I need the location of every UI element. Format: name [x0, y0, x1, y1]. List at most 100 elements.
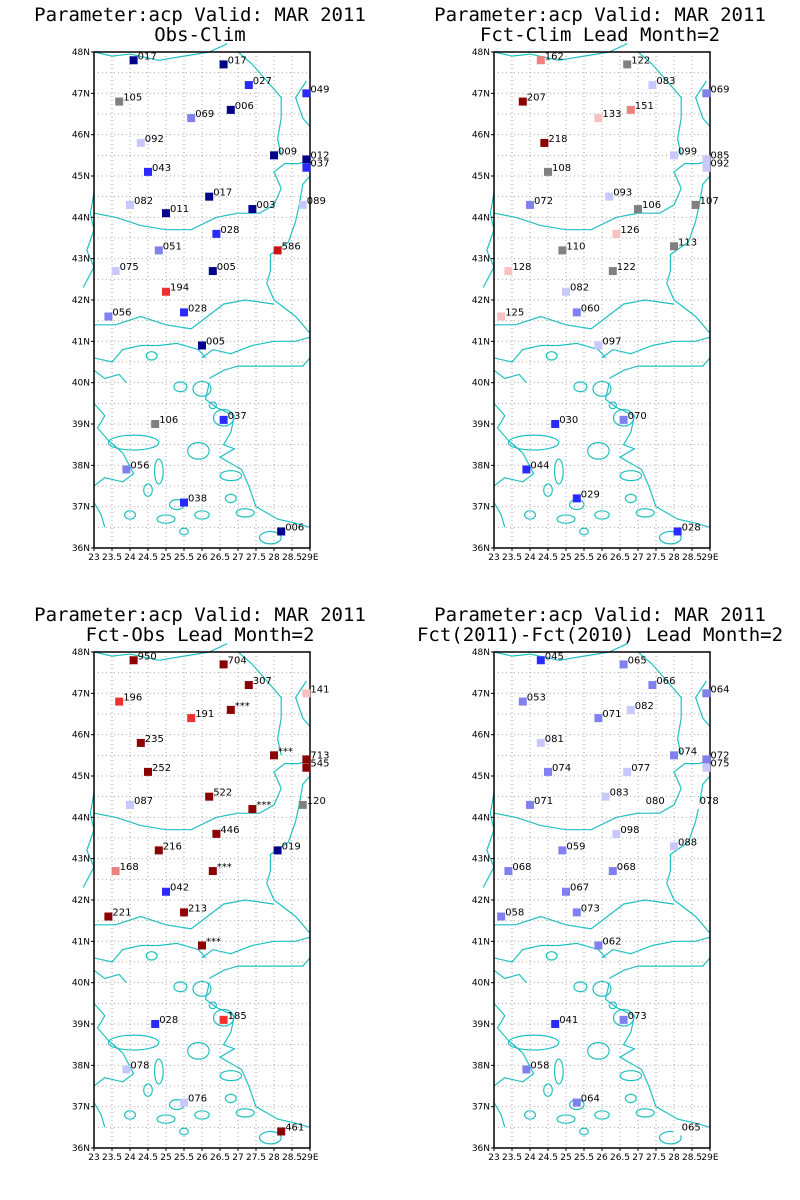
station-label: 017	[228, 55, 247, 66]
station-marker	[558, 846, 567, 855]
lat-tick-label: 37N	[72, 1103, 90, 1113]
station-marker	[298, 200, 307, 209]
lon-tick-label: 29E	[701, 553, 718, 563]
station-marker	[562, 887, 570, 896]
station-label: 056	[112, 308, 131, 319]
station-marker	[626, 705, 635, 714]
station-label: 113	[678, 237, 697, 248]
station-marker	[504, 867, 513, 876]
panel-title: Parameter:acp Valid: MAR 2011	[434, 604, 766, 626]
coast-segment	[93, 342, 207, 363]
station-marker	[536, 56, 545, 65]
island	[619, 1070, 643, 1082]
coast-segment	[493, 369, 527, 384]
station-marker	[212, 229, 221, 238]
island	[208, 401, 217, 410]
station-marker	[594, 114, 603, 123]
station-label: 058	[530, 1060, 549, 1071]
island	[219, 1070, 243, 1082]
station-marker	[497, 312, 506, 321]
station-marker	[208, 267, 217, 276]
lat-tick-label: 36N	[72, 1144, 90, 1154]
station-label: 069	[710, 84, 729, 95]
station-label: 092	[710, 159, 729, 170]
island	[107, 434, 160, 451]
coastline	[82, 43, 311, 545]
station-label: 029	[581, 489, 600, 500]
lat-tick-label: 44N	[72, 213, 90, 223]
island	[556, 514, 576, 524]
station-label: 950	[138, 651, 157, 662]
station-marker	[248, 805, 257, 814]
lon-tick-label: 26.5	[210, 1153, 230, 1163]
grid	[94, 52, 310, 548]
station-marker	[702, 755, 711, 764]
station-label: 185	[228, 1011, 247, 1022]
lat-tick-label: 45N	[72, 772, 90, 782]
station-marker	[691, 200, 700, 209]
lat-tick-label: 39N	[472, 420, 490, 430]
station-marker	[558, 246, 567, 255]
station-marker	[187, 714, 196, 723]
island	[107, 1034, 160, 1051]
lat-tick-label: 47N	[472, 689, 490, 699]
station-label: 235	[145, 734, 164, 745]
station-label: 168	[120, 862, 139, 873]
station-label: 037	[228, 411, 247, 422]
station-marker	[702, 689, 711, 698]
coast-segment	[493, 969, 527, 984]
lat-tick-label: 38N	[72, 461, 90, 471]
station-label: 056	[130, 460, 149, 471]
station-label: 125	[505, 308, 524, 319]
island	[594, 510, 610, 520]
map: 36N 37N 38N 39N 40N 41N 42N 43N 44N 45N 46N 47N 48N 2…	[472, 43, 729, 563]
island	[635, 508, 655, 518]
coast-segment	[82, 792, 95, 888]
station-label: 078	[130, 1060, 149, 1071]
coast-segment	[208, 957, 311, 980]
map: 36N 37N 38N 39N 40N 41N 42N 43N 44N 45N 46N 47N 48N 2…	[72, 643, 329, 1163]
island	[224, 1093, 237, 1104]
station-label: 461	[285, 1122, 304, 1133]
station-marker	[162, 287, 170, 296]
lon-tick-label: 25.5	[574, 553, 594, 563]
island	[156, 1114, 176, 1124]
station-marker	[248, 205, 257, 214]
station-label: 076	[188, 1094, 207, 1105]
lon-tick-label: 26.5	[210, 553, 230, 563]
station-marker	[670, 242, 678, 251]
lat-tick-label: 44N	[472, 813, 490, 823]
station-marker	[205, 192, 214, 201]
island	[523, 510, 536, 520]
island	[192, 380, 212, 397]
station-marker	[144, 167, 152, 176]
lon-tick-label: 28	[268, 553, 280, 563]
station-marker	[126, 800, 134, 809]
station-label: 038	[188, 494, 207, 505]
station-marker	[702, 89, 711, 98]
station-label: 041	[559, 1015, 578, 1026]
lat-tick-label: 40N	[472, 979, 490, 989]
station-marker	[104, 912, 113, 921]
station-label: 074	[678, 746, 697, 757]
station-marker	[226, 105, 235, 114]
island	[153, 1058, 164, 1085]
station-label: 446	[220, 825, 239, 836]
island	[553, 1058, 564, 1085]
station-marker	[608, 267, 617, 276]
coast-segment	[94, 299, 275, 330]
station-marker	[111, 267, 120, 276]
coastline	[82, 643, 311, 1145]
lat-tick-label: 43N	[472, 255, 490, 265]
coast-segment	[494, 299, 675, 330]
station-label: 082	[570, 283, 589, 294]
coast-segment	[266, 775, 311, 934]
lat-tick-label: 47N	[72, 89, 90, 99]
coast-segment	[493, 1102, 506, 1128]
island	[592, 980, 612, 997]
island	[556, 1114, 576, 1124]
lon-tick-label: 27.5	[246, 553, 266, 563]
coast-segment	[294, 80, 311, 127]
coast-segment	[601, 336, 711, 359]
